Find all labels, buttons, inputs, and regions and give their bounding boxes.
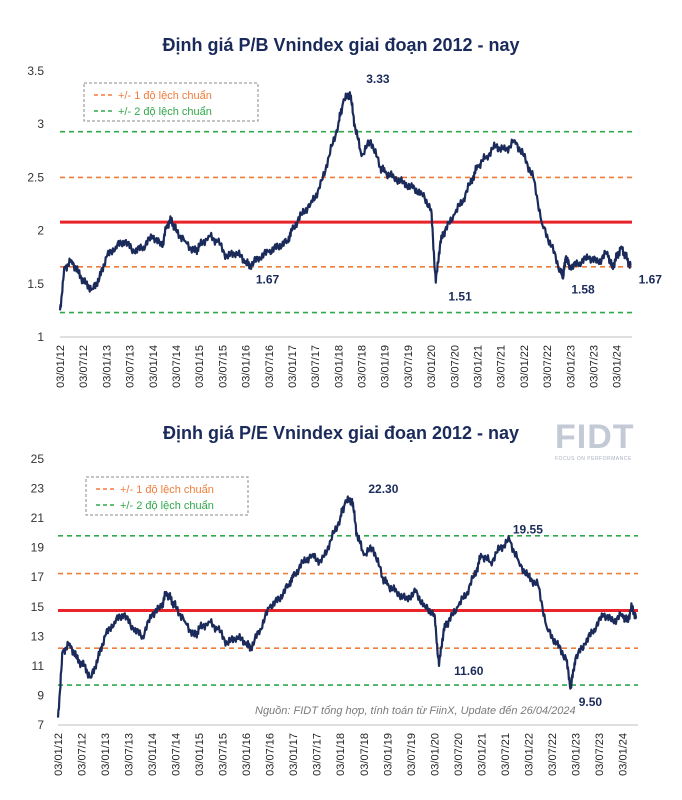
pe-x-tick-label: 03/07/13 <box>124 733 136 776</box>
pe-y-tick-label: 9 <box>37 688 44 702</box>
pb-y-tick-label: 2.5 <box>27 170 44 184</box>
pb-series-line <box>58 91 632 311</box>
pb-x-tick-label: 03/07/12 <box>78 345 90 388</box>
pb-x-tick-label: 03/01/20 <box>426 345 438 388</box>
pb-legend-label: +/- 2 độ lệch chuẩn <box>118 106 212 118</box>
pe-y-tick-label: 7 <box>37 718 44 732</box>
pb-x-tick-label: 03/01/17 <box>287 345 299 388</box>
pb-y-tick-label: 1.5 <box>27 277 44 291</box>
pb-x-tick-label: 03/01/12 <box>55 345 67 388</box>
pb-x-tick-label: 03/07/22 <box>542 345 554 388</box>
pb-x-tick-label: 03/07/23 <box>588 345 600 388</box>
pe-x-tick-label: 03/01/12 <box>53 733 65 776</box>
pb-y-tick-label: 3 <box>37 117 44 131</box>
pe-x-tick-label: 03/07/16 <box>265 733 277 776</box>
pe-x-tick-label: 03/01/20 <box>429 733 441 776</box>
pb-annotation: 1.51 <box>448 290 472 304</box>
pb-annotation: 3.33 <box>366 72 390 86</box>
pb-chart-title: Định giá P/B Vnindex giai đoạn 2012 - na… <box>162 35 520 55</box>
pe-series-line <box>56 495 638 718</box>
pb-x-tick-label: 03/07/20 <box>449 345 461 388</box>
pe-x-tick-label: 03/07/20 <box>453 733 465 776</box>
pe-x-tick-label: 03/01/21 <box>476 733 488 776</box>
pe-x-tick-label: 03/07/23 <box>594 733 606 776</box>
pe-x-tick-label: 03/07/17 <box>312 733 324 776</box>
pb-annotation: 1.67 <box>256 273 280 287</box>
pe-annotation: 9.50 <box>579 695 603 709</box>
pe-x-tick-label: 03/07/19 <box>406 733 418 776</box>
pb-y-tick-label: 2 <box>37 224 44 238</box>
pe-x-tick-label: 03/01/16 <box>241 733 253 776</box>
fidt-logo: FIDT FOCUS ON PERFORMANCE <box>555 420 635 475</box>
pb-annotation: 1.67 <box>639 273 663 287</box>
pe-y-tick-label: 25 <box>31 452 45 466</box>
pe-x-tick-label: 03/07/22 <box>547 733 559 776</box>
pb-x-tick-label: 03/07/14 <box>171 345 183 388</box>
pe-x-tick-label: 03/07/18 <box>359 733 371 776</box>
pe-y-tick-label: 15 <box>31 600 45 614</box>
pb-x-tick-label: 03/07/21 <box>496 345 508 388</box>
pb-x-tick-label: 03/01/21 <box>473 345 485 388</box>
pb-x-tick-label: 03/07/17 <box>310 345 322 388</box>
pe-x-tick-label: 03/01/19 <box>382 733 394 776</box>
pe-y-tick-label: 11 <box>32 659 45 673</box>
pe-y-tick-label: 23 <box>31 482 45 496</box>
pe-x-tick-label: 03/07/15 <box>218 733 230 776</box>
pe-legend-box <box>85 476 249 516</box>
pb-x-tick-label: 03/01/15 <box>194 345 206 388</box>
pe-y-tick-label: 21 <box>31 511 45 525</box>
pe-annotation: 19.55 <box>513 523 543 537</box>
pb-x-tick-label: 03/01/13 <box>101 345 113 388</box>
pe-x-tick-label: 03/01/22 <box>523 733 535 776</box>
pe-y-tick-label: 19 <box>31 541 45 555</box>
pb-x-tick-label: 03/01/16 <box>241 345 253 388</box>
pe-x-tick-label: 03/07/14 <box>171 733 183 776</box>
pb-x-tick-label: 03/07/19 <box>403 345 415 388</box>
pb-chart: 1 1.5 2 2.5 3 3.5 03/01/12 03/07/12 03/01/13 03/0… <box>27 64 663 388</box>
pb-x-tick-label: 03/01/23 <box>565 345 577 388</box>
pb-x-tick-label: 03/01/18 <box>333 345 345 388</box>
pb-y-tick-label: 1 <box>37 330 44 344</box>
pb-x-tick-label: 03/07/16 <box>264 345 276 388</box>
pb-x-tick-label: 03/01/22 <box>519 345 531 388</box>
logo-word: FIDT <box>555 418 635 456</box>
pb-x-tick-label: 03/07/13 <box>125 345 137 388</box>
pe-chart-title: Định giá P/E Vnindex giai đoạn 2012 - na… <box>162 423 520 443</box>
logo-tagline: FOCUS ON PERFORMANCE <box>555 456 632 462</box>
pe-y-tick-label: 13 <box>31 629 45 643</box>
pe-x-tick-label: 03/01/15 <box>194 733 206 776</box>
pb-x-tick-label: 03/01/24 <box>612 345 624 388</box>
pe-x-tick-label: 03/01/17 <box>288 733 300 776</box>
pe-x-tick-label: 03/01/24 <box>617 733 629 776</box>
pb-legend-label: +/- 1 độ lệch chuẩn <box>118 90 212 102</box>
pe-annotation: 22.30 <box>368 482 398 496</box>
pe-x-tick-label: 03/01/18 <box>335 733 347 776</box>
pe-x-tick-label: 03/07/12 <box>77 733 89 776</box>
pe-y-tick-label: 17 <box>31 570 45 584</box>
pe-legend-label: +/- 2 độ lệch chuẩn <box>120 500 214 512</box>
pe-x-tick-label: 03/01/14 <box>147 733 159 776</box>
pe-annotation: 11.60 <box>454 664 484 678</box>
pe-x-tick-label: 03/07/21 <box>500 733 512 776</box>
pe-x-tick-label: 03/01/13 <box>100 733 112 776</box>
pb-y-tick-label: 3.5 <box>27 64 44 78</box>
source-note: Nguồn: FIDT tổng hợp, tính toán từ FiinX… <box>255 705 576 717</box>
pe-legend-label: +/- 1 độ lệch chuẩn <box>120 484 214 496</box>
pb-legend-box <box>83 82 259 122</box>
pb-x-tick-label: 03/01/19 <box>380 345 392 388</box>
pe-x-tick-label: 03/01/23 <box>570 733 582 776</box>
pb-x-tick-label: 03/07/15 <box>217 345 229 388</box>
pb-x-tick-label: 03/07/18 <box>357 345 369 388</box>
pb-x-tick-label: 03/01/14 <box>148 345 160 388</box>
pb-annotation: 1.58 <box>571 282 595 296</box>
